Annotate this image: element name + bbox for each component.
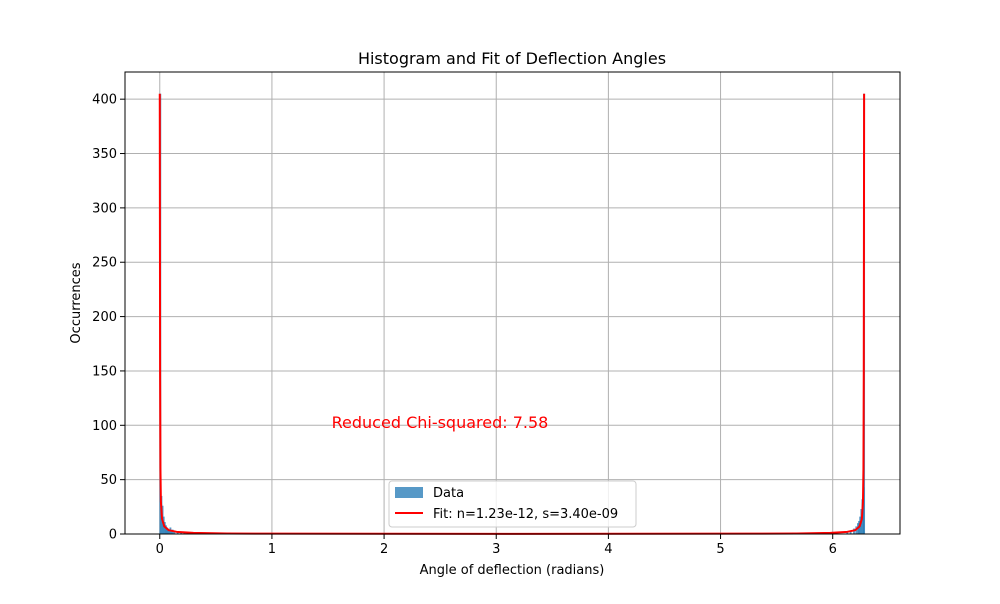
x-tick-label: 2 [380,542,388,557]
histogram-bar [165,525,167,534]
x-tick-label: 0 [156,542,164,557]
x-axis-label: Angle of deflection (radians) [420,563,605,578]
legend-box [388,480,637,528]
y-tick-label: 200 [92,310,117,325]
plot-area [125,72,900,534]
y-tick-label: 100 [92,419,117,434]
y-tick-label: 350 [92,147,117,162]
legend: Data Fit: n=1.23e-12, s=3.40e-09 [388,480,637,528]
histogram-bar [846,531,849,534]
histogram-bar [170,530,173,534]
y-tick-label: 250 [92,256,117,271]
chart-title: Histogram and Fit of Deflection Angles [358,49,666,68]
histogram-bar [849,530,852,534]
x-tick-label: 3 [492,542,500,557]
y-tick-label: 0 [109,528,117,543]
histogram-bar [176,531,179,534]
legend-fit-label: Fit: n=1.23e-12, s=3.40e-09 [433,507,618,522]
histogram-bar [167,528,170,534]
y-axis-label: Occurrences [69,262,84,343]
x-tick-label: 5 [716,542,724,557]
histogram-bar [180,532,182,534]
plot-frame [124,71,901,535]
y-tick-label: 50 [100,473,117,488]
x-tick-label: 4 [604,542,612,557]
chi-squared-annotation: Reduced Chi-squared: 7.58 [332,413,549,432]
legend-data-label: Data [433,486,464,501]
x-axis-ticks: 0 1 2 3 4 5 6 [156,534,837,557]
histogram-bar [183,532,186,534]
legend-data-swatch [395,487,423,498]
y-tick-label: 400 [92,93,117,108]
y-tick-label: 150 [92,364,117,379]
histogram-bar [166,527,168,534]
x-tick-label: 6 [829,542,837,557]
histogram-bar [168,529,171,534]
y-tick-label: 300 [92,201,117,216]
x-tick-label: 1 [268,542,276,557]
y-axis-ticks: 0 50 100 150 200 250 300 350 400 [92,93,125,543]
histogram-bar [173,531,176,534]
